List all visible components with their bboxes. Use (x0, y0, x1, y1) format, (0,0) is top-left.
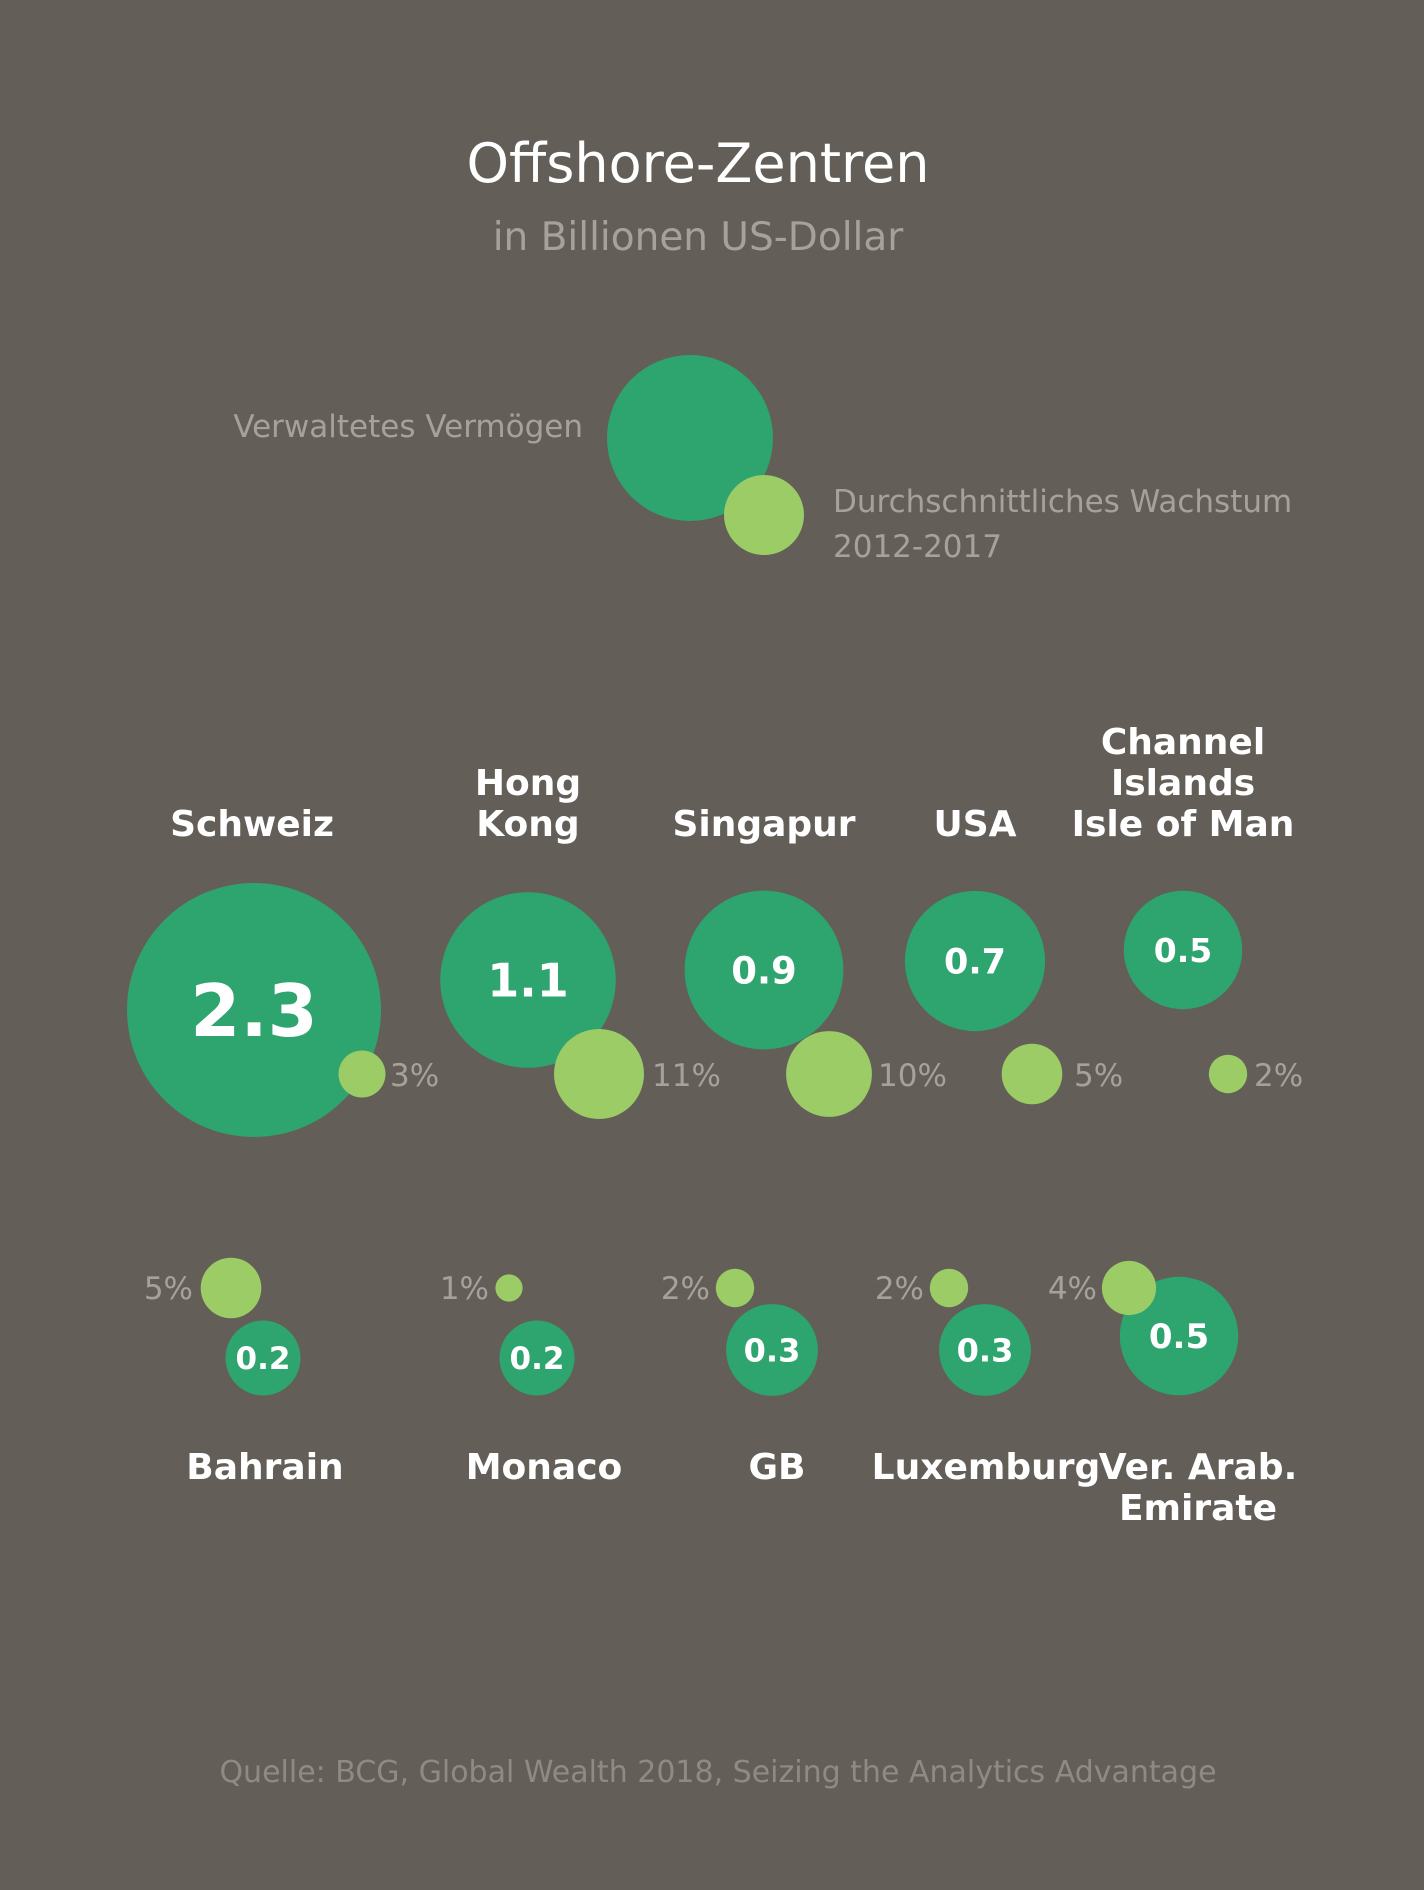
country-label-schweiz: Schweiz (170, 804, 334, 845)
legend-assets-label: Verwaltetes Vermögen (233, 409, 583, 445)
legend-assets-bubble (607, 355, 773, 521)
growth-label-monaco: 1% (440, 1271, 489, 1307)
growth-bubble-gb (715, 1268, 755, 1308)
growth-label-schweiz: 3% (390, 1058, 439, 1094)
legend-growth-bubble (724, 475, 804, 555)
growth-bubble-hong-kong (554, 1029, 644, 1119)
assets-bubble-channel-islands-isle-of-man (1123, 890, 1243, 1010)
value-label-bahrain: 0.2 (236, 1341, 291, 1377)
growth-label-ver-arab-emirate: 4% (1048, 1271, 1097, 1307)
country-label-ver-arab-emirate-line2: Emirate (1119, 1488, 1277, 1529)
legend-growth-label-line2: 2012-2017 (833, 529, 1002, 565)
growth-label-hong-kong: 11% (652, 1058, 721, 1094)
growth-bubble-ver-arab-emirate (1101, 1260, 1157, 1316)
growth-label-bahrain: 5% (144, 1271, 193, 1307)
legend-growth-label-line1: Durchschnittliches Wachstum (833, 484, 1292, 520)
value-label-gb: 0.3 (744, 1332, 801, 1370)
value-label-monaco: 0.2 (510, 1341, 565, 1377)
growth-label-channel-islands-isle-of-man: 2% (1254, 1058, 1303, 1094)
value-label-usa: 0.7 (944, 943, 1006, 983)
country-label-singapur: Singapur (672, 804, 855, 845)
assets-bubble-monaco (499, 1320, 575, 1396)
value-label-luxemburg: 0.3 (957, 1332, 1014, 1370)
country-label-hong-kong-line1: Hong (475, 763, 581, 804)
assets-bubble-hong-kong (440, 892, 616, 1068)
growth-bubble-singapur (786, 1031, 872, 1117)
country-label-gb: GB (749, 1447, 806, 1488)
assets-bubble-singapur (684, 890, 844, 1050)
growth-bubble-monaco (495, 1274, 523, 1302)
country-label-hong-kong-line2: Kong (476, 804, 579, 845)
country-label-ver-arab-emirate-line1: Ver. Arab. (1099, 1447, 1298, 1488)
value-label-channel-islands-isle-of-man: 0.5 (1154, 931, 1212, 970)
assets-bubble-bahrain (225, 1320, 301, 1396)
source-note: Quelle: BCG, Global Wealth 2018, Seizing… (219, 1755, 1216, 1790)
value-label-schweiz: 2.3 (190, 969, 318, 1053)
country-label-channel-islands-isle-of-man-line2: Islands (1111, 763, 1255, 804)
value-label-ver-arab-emirate: 0.5 (1149, 1317, 1209, 1357)
chart-title: Offshore-Zentren (467, 132, 930, 195)
growth-bubble-luxemburg (929, 1268, 969, 1308)
growth-label-gb: 2% (661, 1271, 710, 1307)
growth-bubble-bahrain (200, 1257, 262, 1319)
country-label-usa: USA (933, 804, 1016, 845)
assets-bubble-usa (904, 890, 1046, 1032)
growth-label-luxemburg: 2% (875, 1271, 924, 1307)
growth-label-usa: 5% (1074, 1058, 1123, 1094)
country-label-bahrain: Bahrain (186, 1447, 343, 1488)
growth-label-singapur: 10% (878, 1058, 947, 1094)
growth-bubble-usa (1001, 1043, 1063, 1105)
country-label-channel-islands-isle-of-man-line1: Channel (1101, 722, 1265, 763)
assets-bubble-luxemburg (939, 1304, 1031, 1396)
value-label-singapur: 0.9 (731, 949, 797, 992)
growth-bubble-schweiz (338, 1050, 386, 1098)
assets-bubble-schweiz (127, 883, 381, 1137)
assets-bubble-gb (726, 1304, 818, 1396)
value-label-hong-kong: 1.1 (487, 954, 569, 1008)
legend: Verwaltetes Vermögen Durchschnittliches … (233, 355, 1292, 565)
country-label-luxemburg: Luxemburg (872, 1447, 1101, 1488)
chart-subtitle: in Billionen US-Dollar (493, 215, 905, 260)
growth-bubble-channel-islands-isle-of-man (1208, 1054, 1248, 1094)
country-label-channel-islands-isle-of-man-line3: Isle of Man (1072, 804, 1295, 845)
assets-bubble-ver-arab-emirate (1119, 1276, 1239, 1396)
country-label-monaco: Monaco (466, 1447, 623, 1488)
